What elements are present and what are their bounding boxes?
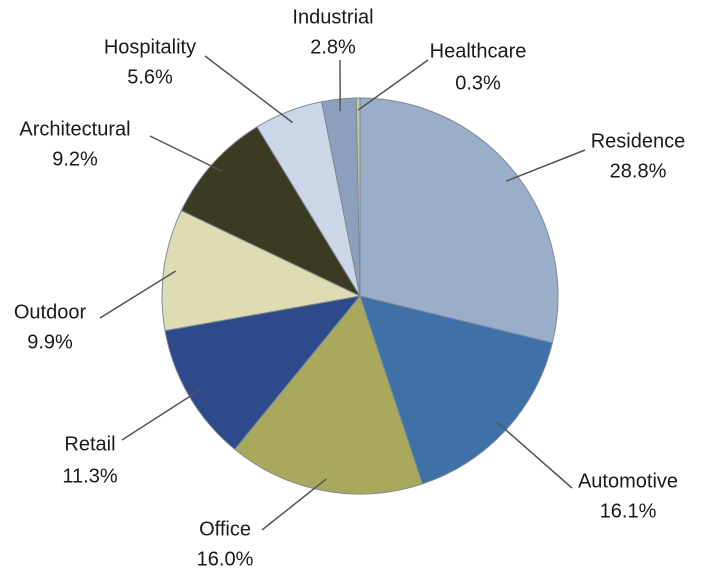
slice-label: Industrial [292, 6, 373, 28]
slice-label: Healthcare [430, 40, 527, 62]
pie-slice [355, 97, 361, 297]
slice-label: Hospitality [104, 36, 196, 58]
slice-label: Architectural [19, 118, 130, 140]
slice-value-label: 11.3% [62, 465, 117, 487]
slice-value-label: 16.1% [600, 500, 657, 522]
leader-line [99, 270, 177, 319]
leader-line [357, 59, 429, 111]
pie-slice [180, 126, 362, 298]
slice-value-label: 0.3% [455, 72, 501, 94]
pie-slice [234, 294, 423, 495]
leader-line [261, 478, 327, 531]
pie-slice [359, 97, 559, 344]
pie-slice [161, 209, 362, 332]
slice-label: Residence [591, 130, 686, 152]
leader-line [204, 55, 294, 124]
slice-value-label: 9.9% [27, 331, 73, 353]
slice-label: Outdoor [14, 301, 87, 323]
slice-value-label: 2.8% [310, 36, 356, 58]
leader-line [505, 149, 586, 182]
slice-label: Automotive [578, 470, 678, 492]
slice-label: Office [199, 518, 251, 540]
leader-line [121, 389, 201, 441]
leader-line [149, 135, 223, 172]
slice-value-label: 5.6% [127, 66, 173, 88]
slice-value-label: 28.8% [610, 160, 667, 182]
leader-line [496, 421, 573, 489]
slice-value-label: 9.2% [52, 148, 98, 170]
slice-label: Retail [64, 433, 115, 455]
slice-value-label: 16.0% [197, 548, 254, 570]
